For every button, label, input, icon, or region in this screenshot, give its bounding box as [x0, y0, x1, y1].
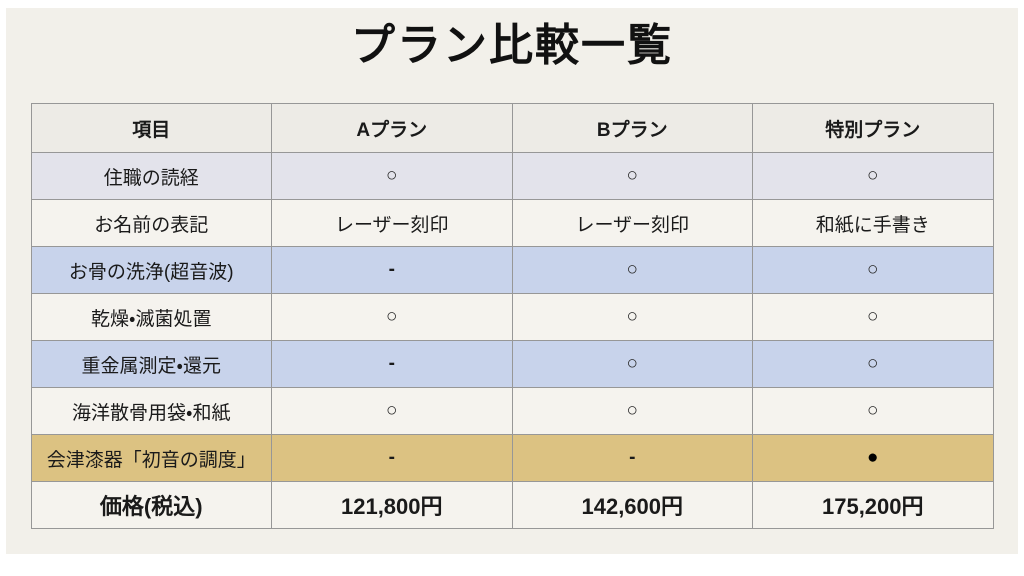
value-cell: ○: [271, 152, 513, 200]
item-cell: 重金属測定・還元: [30, 340, 272, 388]
table-row: 重金属測定・還元 - ○ ○: [30, 340, 994, 388]
value-cell: 121,800円: [271, 481, 513, 529]
value-cell: ○: [752, 340, 994, 388]
item-cell: 住職の読経: [30, 152, 272, 200]
slide-background: プラン比較一覧 項目 Aプラン Bプラン 特別プラン 住職の読経 ○ ○ ○ お…: [6, 8, 1018, 554]
item-cell: 乾燥・滅菌処置: [30, 293, 272, 341]
value-cell: 142,600円: [511, 481, 753, 529]
item-cell: 会津漆器「初音の調度」: [30, 434, 272, 482]
value-cell: ○: [511, 152, 753, 200]
page-title: プラン比較一覧: [351, 21, 673, 70]
table-row: 価格(税込) 121,800円 142,600円 175,200円: [30, 481, 994, 529]
item-cell: お骨の洗浄(超音波): [30, 246, 272, 294]
item-cell: お名前の表記: [30, 199, 272, 247]
value-cell: ○: [752, 246, 994, 294]
value-cell: -: [271, 340, 513, 388]
value-cell: -: [271, 246, 513, 294]
header-cell-plan-special: 特別プラン: [752, 103, 994, 153]
table-row: 海洋散骨用袋・和紙 ○ ○ ○: [30, 387, 994, 435]
value-cell: ○: [271, 387, 513, 435]
value-cell: ○: [271, 293, 513, 341]
value-cell: ○: [511, 246, 753, 294]
value-cell: -: [271, 434, 513, 482]
value-cell: 175,200円: [752, 481, 994, 529]
value-cell: ○: [511, 387, 753, 435]
value-cell: ○: [752, 152, 994, 200]
value-cell: ○: [511, 340, 753, 388]
header-cell-item: 項目: [30, 103, 272, 153]
value-cell: ●: [752, 434, 994, 482]
table-row: 住職の読経 ○ ○ ○: [30, 152, 994, 200]
table-header-row: 項目 Aプラン Bプラン 特別プラン: [30, 103, 994, 153]
header-cell-plan-a: Aプラン: [271, 103, 513, 153]
header-cell-plan-b: Bプラン: [511, 103, 753, 153]
value-cell: ○: [752, 387, 994, 435]
table-row: 会津漆器「初音の調度」 - - ●: [30, 434, 994, 482]
value-cell: ○: [752, 293, 994, 341]
value-cell: 和紙に手書き: [752, 199, 994, 247]
value-cell: -: [511, 434, 753, 482]
table-row: お骨の洗浄(超音波) - ○ ○: [30, 246, 994, 294]
value-cell: ○: [511, 293, 753, 341]
item-cell: 海洋散骨用袋・和紙: [30, 387, 272, 435]
value-cell: レーザー刻印: [271, 199, 513, 247]
item-cell: 価格(税込): [30, 481, 272, 529]
plan-comparison-table: 項目 Aプラン Bプラン 特別プラン 住職の読経 ○ ○ ○ お名前の表記 レー…: [30, 103, 994, 529]
value-cell: レーザー刻印: [511, 199, 753, 247]
table-row: 乾燥・滅菌処置 ○ ○ ○: [30, 293, 994, 341]
table-row: お名前の表記 レーザー刻印 レーザー刻印 和紙に手書き: [30, 199, 994, 247]
